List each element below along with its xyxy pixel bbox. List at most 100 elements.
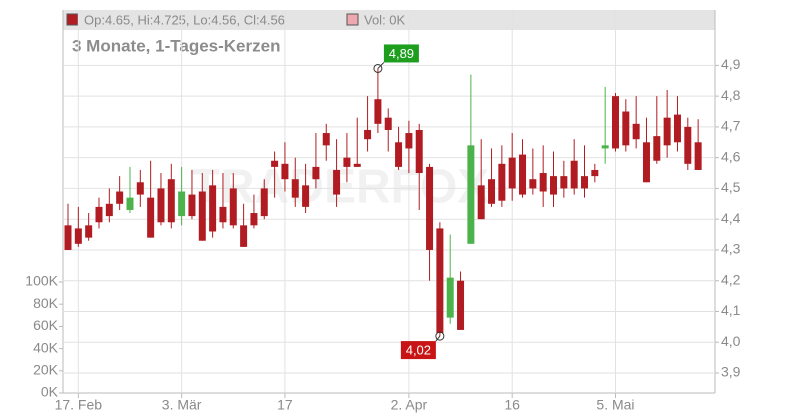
annotation-label: 4,89 <box>389 46 414 61</box>
candle-body <box>663 117 671 146</box>
candle-body <box>415 129 423 174</box>
annotation-box <box>400 341 436 360</box>
subtitle: 3 Monate, 1-Tages-Kerzen <box>72 36 280 55</box>
candle-body <box>157 188 165 223</box>
y-tick-label: 4,8 <box>721 87 741 103</box>
candle-body <box>570 160 578 189</box>
volume-legend: Vol: 0K <box>364 12 406 27</box>
y-tick-label: 4,1 <box>721 302 741 318</box>
candle-body <box>539 173 547 192</box>
candle-body <box>498 163 506 201</box>
candle-body <box>467 145 475 244</box>
y-tick-label: 4,3 <box>721 241 741 257</box>
candle-body <box>322 133 330 146</box>
candle-body <box>673 114 681 143</box>
candle-body <box>519 154 527 195</box>
y2-tick-label: 100K <box>25 273 58 289</box>
candle-body <box>529 179 537 189</box>
x-tick-label: 17. Feb <box>55 397 103 413</box>
candle-body <box>581 176 588 189</box>
candle-body <box>591 169 599 177</box>
candle-body <box>642 142 650 183</box>
annotation-box <box>383 44 419 63</box>
annotation-marker <box>373 63 383 73</box>
candle-body <box>219 206 227 223</box>
candle-body <box>281 163 289 180</box>
candle-body <box>302 185 310 207</box>
y2-tick-label: 20K <box>33 362 59 378</box>
candle-body <box>488 179 496 204</box>
candle-body <box>550 176 558 195</box>
candle-body <box>167 179 175 223</box>
candle-body <box>601 145 609 149</box>
candle-body <box>395 142 403 167</box>
y-tick-label: 4,7 <box>721 118 741 134</box>
candle-body <box>240 225 248 247</box>
candle-body <box>291 179 299 198</box>
candle-body <box>436 228 444 334</box>
candle-body <box>126 197 134 210</box>
y-tick-label: 4,0 <box>721 333 741 349</box>
legend-band <box>63 10 715 30</box>
candle-body <box>694 142 702 170</box>
candle-body <box>136 182 144 195</box>
candle-body <box>426 166 434 250</box>
candle-body <box>188 194 196 217</box>
candle-body <box>457 280 465 330</box>
ohlc-legend: Op:4.65, Hi:4.725, Lo:4.56, Cl:4.56 <box>84 12 285 27</box>
candle-body <box>446 277 454 318</box>
candle-body <box>198 191 206 241</box>
candle-body <box>74 228 82 244</box>
annotation-label: 4,02 <box>406 343 431 358</box>
candle-body <box>260 188 268 217</box>
y2-tick-label: 80K <box>33 295 59 311</box>
candle-body <box>209 185 217 232</box>
candle-body <box>343 157 351 167</box>
candle-body <box>85 225 93 238</box>
x-tick-label: 3. Mär <box>162 397 202 413</box>
y-tick-label: 3,9 <box>721 364 741 380</box>
candle-body <box>353 163 361 167</box>
candle-body <box>684 126 692 164</box>
annotation-leader <box>377 62 385 69</box>
x-tick-label: 17 <box>277 397 293 413</box>
y-tick-label: 4,5 <box>721 179 741 195</box>
candle-body <box>250 213 258 226</box>
candle-body <box>116 191 124 204</box>
y2-tick-label: 60K <box>33 317 59 333</box>
y2-tick-label: 40K <box>33 339 59 355</box>
candle-body <box>229 188 237 226</box>
candle-body <box>384 117 392 130</box>
candle-body <box>147 197 155 238</box>
candle-body <box>64 225 72 250</box>
candle-body <box>333 169 341 195</box>
candle-body <box>611 96 619 149</box>
ohlc-legend-swatch <box>66 13 79 26</box>
x-tick-label: 5. Mai <box>596 397 634 413</box>
y2-tick-label: 0K <box>41 384 59 400</box>
candle-body <box>622 111 630 146</box>
y-tick-label: 4,4 <box>721 210 741 226</box>
candle-body <box>653 136 661 161</box>
candle-body <box>105 203 113 217</box>
y-tick-label: 4,2 <box>721 271 741 287</box>
candle-body <box>632 123 640 140</box>
candle-body <box>312 166 320 180</box>
candle-body <box>271 160 279 167</box>
candle-body <box>405 133 413 149</box>
candle-body <box>560 176 568 189</box>
candle-body <box>364 129 372 140</box>
candle-body <box>508 157 516 189</box>
y-tick-label: 4,9 <box>721 56 741 72</box>
annotation-leader <box>435 335 441 342</box>
y-tick-label: 4,6 <box>721 148 741 164</box>
annotation-marker <box>435 331 445 341</box>
volume-legend-swatch <box>346 13 359 26</box>
candle-body <box>374 99 382 124</box>
candle-body <box>178 191 186 217</box>
x-tick-label: 16 <box>504 397 520 413</box>
candle-body <box>477 185 485 220</box>
candle-body <box>95 206 103 223</box>
x-tick-label: 2. Apr <box>391 397 428 413</box>
